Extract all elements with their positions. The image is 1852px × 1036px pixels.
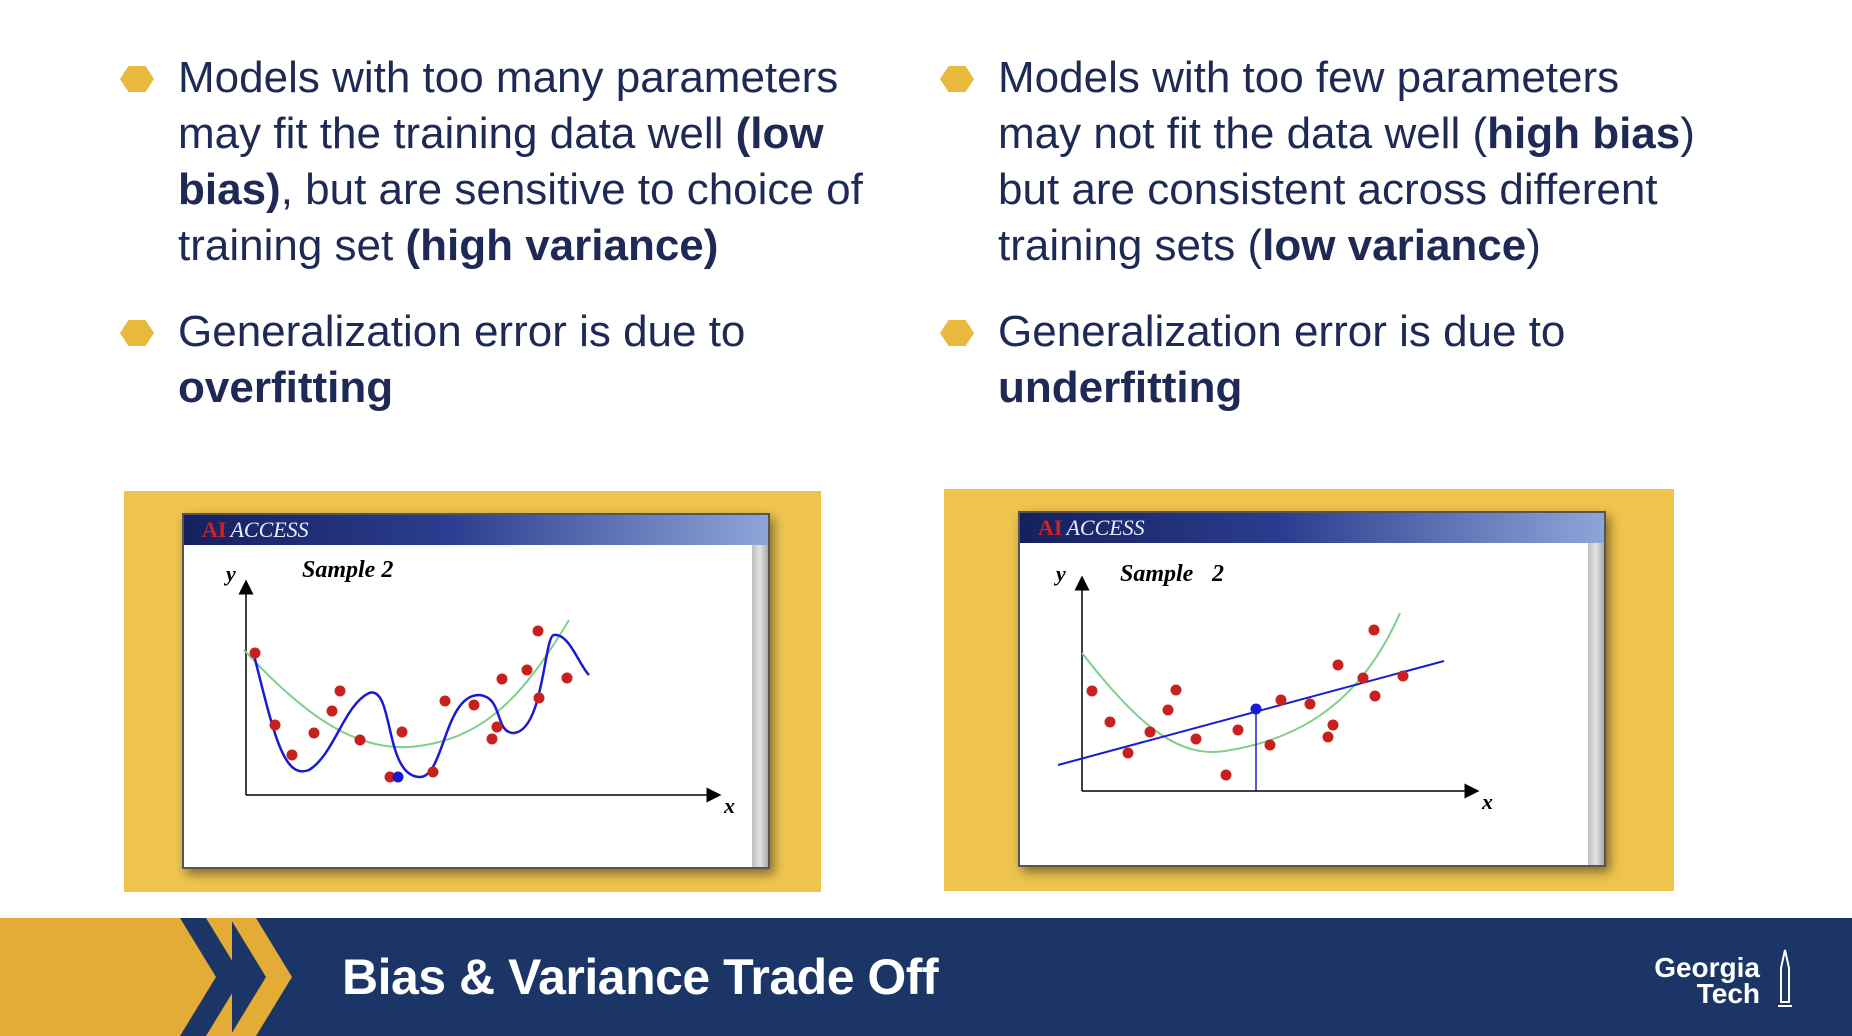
text-run: Models with too few parameters may not f… [998,53,1620,158]
y-axis-label: y [223,561,236,586]
right-bullet1-text: Models with too few parameters may not f… [998,53,1695,270]
window-brand: AI [202,517,227,542]
left-bullet1-text: Models with too many parameters may fit … [178,53,863,270]
window-title: ACCESS [230,517,309,542]
true-function-curve [243,619,570,749]
plot-title: Sample 2 [302,557,393,583]
data-point [1368,624,1380,636]
data-point [532,625,544,637]
bullet-hexagon-icon [120,66,154,92]
data-point [521,664,533,676]
data-point [496,673,508,685]
data-point [1304,698,1316,710]
data-point [1397,670,1409,682]
bold-text-run: underfitting [998,363,1243,412]
x-axis-label: x [723,793,735,818]
plot-title-number: 2 [1211,561,1224,587]
right-bullet-underfitting: Generalization error is due to underfitt… [940,304,1700,416]
plot-title: Sample [1120,561,1194,587]
data-point [561,672,573,684]
underfitting-plot: y x Sample 2 [1053,561,1493,814]
data-point [468,699,480,711]
bullet-hexagon-icon [940,66,974,92]
data-point [1332,659,1344,671]
data-point [427,766,439,778]
data-point [269,719,281,731]
footer-bar: Bias & Variance Trade Off Georgia Tech [0,918,1852,1036]
data-point [439,695,451,707]
data-point [1144,726,1156,738]
test-point [392,771,404,783]
data-points [249,625,573,783]
data-point [354,734,366,746]
data-point [1327,719,1339,731]
text-run: Models with too many parameters may fit … [178,53,839,158]
overfitting-figure-frame: AI ACCESS y x Sample 2 [124,491,821,892]
window-scrollbar[interactable] [752,545,768,867]
georgia-tech-logo: Georgia Tech [1654,952,1760,1009]
text-run: Generalization error is due to [998,307,1566,356]
data-point [1357,672,1369,684]
right-column: Models with too few parameters may not f… [940,50,1700,416]
data-point [486,733,498,745]
data-point [384,771,396,783]
logo-line2: Tech [1696,978,1760,1009]
bold-text-run: low variance [1262,221,1527,270]
data-point [1220,769,1232,781]
data-point [1104,716,1116,728]
data-points [1086,624,1409,781]
data-point [1369,690,1381,702]
window-titlebar: AI ACCESS [1020,513,1604,543]
logo-line1: Georgia [1654,952,1760,983]
data-point [308,727,320,739]
left-column: Models with too many parameters may fit … [120,50,880,416]
window-titlebar: AI ACCESS [184,515,768,545]
data-point [1170,684,1182,696]
overfitting-figure-window: AI ACCESS y x Sample 2 [182,513,770,869]
tech-tower-icon [1778,949,1792,1007]
data-point [1086,685,1098,697]
right-bullet2-text: Generalization error is due to underfitt… [998,307,1565,412]
linear-model-line [1057,660,1445,766]
left-bullet2-text: Generalization error is due to overfitti… [178,307,745,412]
y-axis-label: y [1053,561,1066,586]
data-point [249,647,261,659]
bullet-hexagon-icon [940,320,974,346]
window-title: ACCESS [1066,515,1145,540]
bold-text-run: overfitting [178,363,394,412]
data-point [1275,694,1287,706]
data-point [1122,747,1134,759]
underfitting-figure-window: AI ACCESS y x Sample 2 [1018,511,1606,867]
data-point [491,721,503,733]
left-bullet-overfitting: Generalization error is due to overfitti… [120,304,880,416]
text-run: Generalization error is due to [178,307,746,356]
bold-text-run: (high variance) [405,221,719,270]
text-run: ) but are consistent across different tr… [998,109,1695,270]
data-point [1264,739,1276,751]
left-bullet-complex-models: Models with too many parameters may fit … [120,50,880,274]
data-point [1162,704,1174,716]
data-point [1232,724,1244,736]
window-brand: AI [1038,515,1063,540]
x-axis-label: x [1481,789,1493,814]
data-point [286,749,298,761]
data-point [326,705,338,717]
data-point [396,726,408,738]
bullet-hexagon-icon [120,320,154,346]
window-scrollbar[interactable] [1588,543,1604,865]
slide-title: Bias & Variance Trade Off [342,949,939,1005]
data-point [334,685,346,697]
test-point [1250,703,1262,715]
right-bullet-simple-models: Models with too few parameters may not f… [940,50,1700,274]
data-point [533,692,545,704]
overfitting-plot: y x Sample 2 [223,557,735,818]
bold-text-run: (low bias) [178,109,824,214]
data-point [1322,731,1334,743]
text-run: ) [1526,221,1541,270]
text-run: , but are sensitive to choice of trainin… [178,165,863,270]
chevron-double-right-icon [180,918,292,1036]
data-point [1190,733,1202,745]
bold-text-run: high bias [1487,109,1681,158]
underfitting-figure-frame: AI ACCESS y x Sample 2 [944,489,1674,891]
